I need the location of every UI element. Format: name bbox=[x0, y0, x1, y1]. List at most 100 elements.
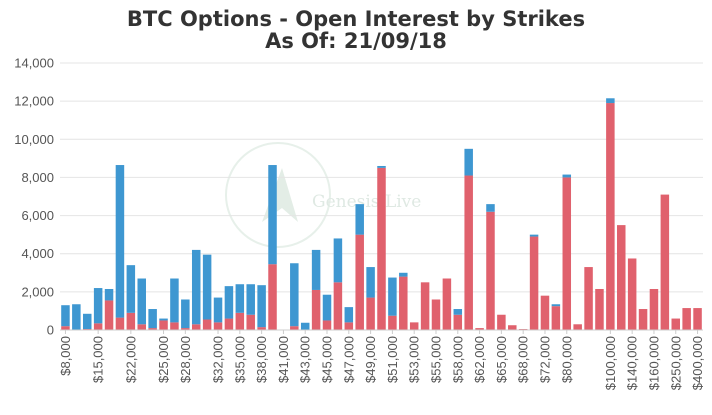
bar-lower-37 bbox=[464, 175, 473, 330]
x-tick-label: $28,000 bbox=[178, 336, 193, 383]
x-tick-label: $41,000 bbox=[276, 336, 291, 383]
bar-lower-41 bbox=[508, 325, 517, 330]
bar-upper-26 bbox=[344, 307, 354, 323]
bar-upper-43 bbox=[529, 234, 539, 237]
x-tick-label: $53,000 bbox=[407, 336, 422, 383]
bar-lower-55 bbox=[660, 194, 670, 330]
bar-lower-38 bbox=[475, 328, 484, 330]
y-tick-label: 2,000 bbox=[21, 284, 54, 299]
bar-lower-11 bbox=[181, 328, 190, 330]
watermark-text: Genesis.Live bbox=[312, 192, 421, 212]
x-tick-label: $72,000 bbox=[537, 336, 552, 383]
bar-upper-25 bbox=[333, 238, 343, 283]
bar-lower-17 bbox=[246, 314, 255, 330]
bar-lower-46 bbox=[562, 177, 572, 330]
bar-lower-8 bbox=[148, 328, 157, 330]
bar-upper-50 bbox=[606, 98, 615, 104]
chart-subtitle: As Of: 21/09/18 bbox=[265, 29, 447, 53]
y-tick-label: 12,000 bbox=[14, 94, 54, 109]
x-tick-label: $15,000 bbox=[91, 336, 106, 383]
bar-lower-51 bbox=[617, 225, 626, 330]
bar-lower-45 bbox=[551, 306, 561, 330]
bar-lower-49 bbox=[595, 288, 604, 330]
bar-lower-43 bbox=[529, 236, 539, 330]
bar-upper-1 bbox=[72, 304, 81, 330]
x-tick-label: $47,000 bbox=[341, 336, 356, 383]
bar-upper-19 bbox=[268, 165, 277, 265]
bar-lower-5 bbox=[115, 317, 125, 330]
bar-upper-0 bbox=[61, 305, 70, 327]
bar-lower-32 bbox=[409, 322, 419, 330]
bar-lower-29 bbox=[377, 167, 386, 330]
watermark-circle bbox=[225, 142, 331, 248]
bar-upper-17 bbox=[246, 284, 255, 315]
bar-upper-31 bbox=[399, 272, 408, 277]
x-tick-label: $25,000 bbox=[156, 336, 171, 383]
bar-lower-36 bbox=[453, 314, 463, 330]
x-tick-label: $32,000 bbox=[211, 336, 226, 383]
bar-upper-3 bbox=[93, 288, 103, 324]
x-tick-label: $160,000 bbox=[646, 336, 661, 390]
bar-upper-6 bbox=[126, 265, 136, 313]
bar-lower-44 bbox=[540, 295, 550, 330]
bar-lower-58 bbox=[693, 308, 702, 330]
bar-upper-46 bbox=[562, 174, 572, 178]
bar-upper-22 bbox=[300, 322, 310, 330]
x-tick-label: $65,000 bbox=[494, 336, 509, 383]
bar-upper-27 bbox=[355, 204, 364, 235]
bar-lower-12 bbox=[191, 324, 201, 330]
bar-lower-19 bbox=[268, 264, 277, 330]
y-tick-label: 0 bbox=[47, 323, 54, 338]
x-tick-label: $100,000 bbox=[603, 336, 618, 390]
bar-upper-18 bbox=[257, 285, 266, 328]
bar-lower-3 bbox=[93, 323, 103, 330]
y-tick-label: 6,000 bbox=[21, 208, 54, 223]
bar-lower-52 bbox=[627, 258, 637, 330]
bar-lower-31 bbox=[399, 276, 408, 330]
bar-upper-14 bbox=[213, 297, 223, 323]
bar-upper-7 bbox=[137, 278, 146, 325]
bar-lower-30 bbox=[388, 315, 397, 330]
bar-upper-5 bbox=[115, 165, 125, 318]
bar-upper-4 bbox=[104, 288, 114, 301]
bar-upper-16 bbox=[235, 284, 245, 313]
bar-lower-53 bbox=[638, 309, 648, 330]
bar-upper-28 bbox=[366, 267, 375, 298]
bar-lower-13 bbox=[202, 319, 212, 330]
bars bbox=[61, 98, 702, 330]
x-tick-label: $35,000 bbox=[232, 336, 247, 383]
bar-lower-21 bbox=[290, 326, 299, 330]
bar-lower-48 bbox=[584, 267, 593, 330]
bar-upper-15 bbox=[224, 286, 234, 319]
bar-lower-10 bbox=[170, 322, 179, 330]
bar-lower-39 bbox=[486, 211, 495, 330]
x-tick-label: $68,000 bbox=[516, 336, 531, 383]
bar-upper-13 bbox=[202, 254, 212, 320]
x-tick-label: $51,000 bbox=[385, 336, 400, 383]
bar-lower-23 bbox=[311, 289, 321, 330]
bar-upper-12 bbox=[191, 249, 201, 325]
bar-lower-9 bbox=[159, 320, 168, 330]
bar-lower-14 bbox=[213, 322, 223, 330]
bar-upper-29 bbox=[377, 165, 386, 168]
x-tick-label: $55,000 bbox=[428, 336, 443, 383]
bar-lower-56 bbox=[671, 318, 681, 330]
bar-upper-45 bbox=[551, 304, 561, 307]
bar-lower-28 bbox=[366, 297, 375, 330]
bar-lower-15 bbox=[224, 318, 234, 330]
bar-upper-21 bbox=[290, 263, 299, 327]
bar-lower-16 bbox=[235, 312, 245, 330]
x-tick-label: $8,000 bbox=[58, 336, 73, 376]
bar-lower-18 bbox=[257, 327, 266, 330]
bar-lower-40 bbox=[497, 314, 506, 330]
bar-upper-11 bbox=[181, 299, 190, 329]
x-tick-label: $250,000 bbox=[668, 336, 683, 390]
bar-upper-10 bbox=[170, 278, 179, 323]
bar-lower-50 bbox=[606, 103, 615, 330]
x-tick-label: $49,000 bbox=[363, 336, 378, 383]
y-tick-label: 8,000 bbox=[21, 170, 54, 185]
bar-upper-2 bbox=[82, 313, 92, 330]
x-tick-label: $80,000 bbox=[559, 336, 574, 383]
bar-upper-39 bbox=[486, 204, 495, 212]
